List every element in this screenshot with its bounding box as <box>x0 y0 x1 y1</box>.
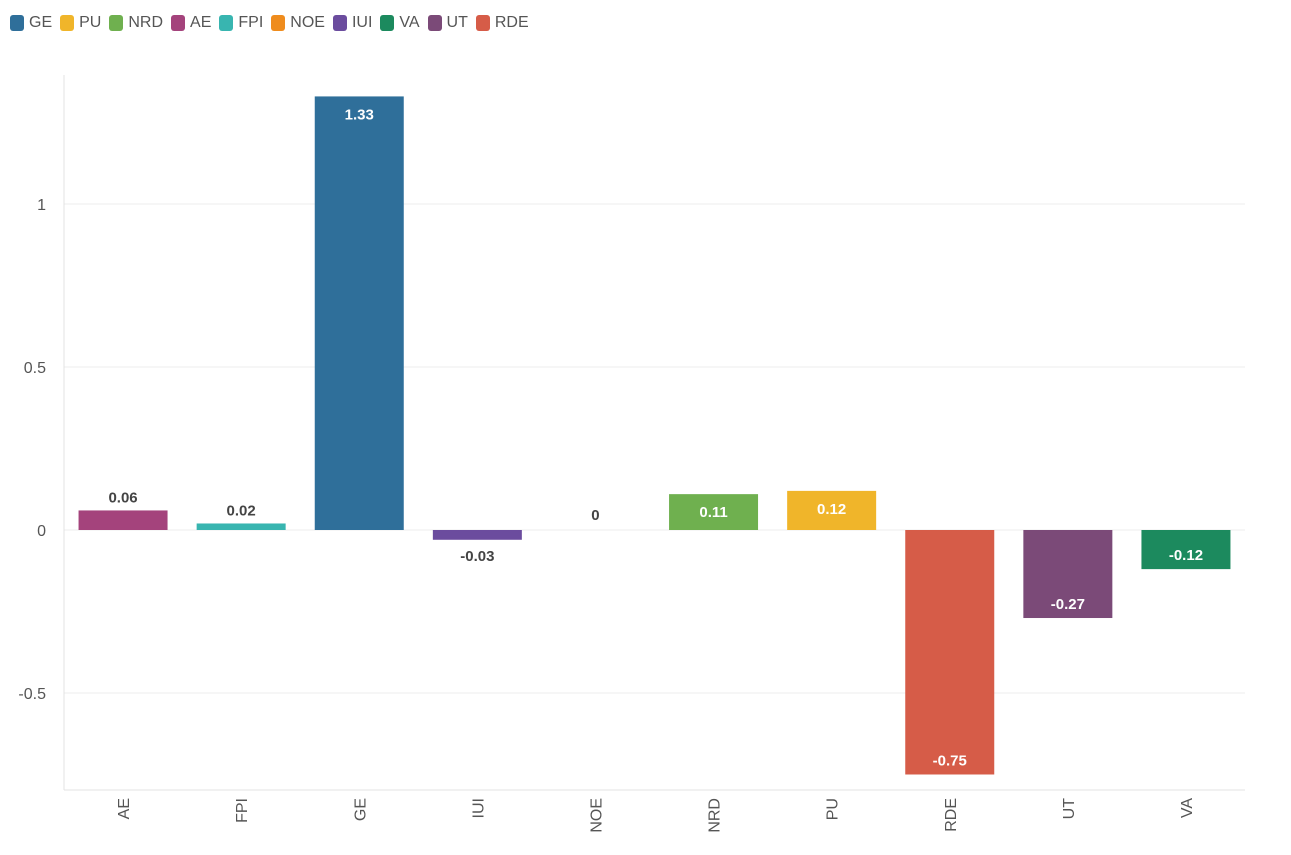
legend-item-ut[interactable]: UT <box>427 14 468 32</box>
bar-value-label: 0.11 <box>699 504 727 521</box>
x-category-labels: AE FPI GE IUI NOE NRD PU RDE UT VA <box>116 798 1196 833</box>
bar-ge[interactable] <box>314 96 404 531</box>
chart-legend: GE PU NRD AE FPI NOE IUI VA UT RDE <box>10 10 529 36</box>
legend-item-pu[interactable]: PU <box>60 14 101 32</box>
legend-label: IUI <box>351 14 373 31</box>
legend-item-noe[interactable]: NOE <box>271 14 325 32</box>
legend-label: AE <box>190 14 212 31</box>
bar-value-label: 0.06 <box>108 489 137 506</box>
bars <box>78 96 1231 775</box>
axes <box>63 75 1245 791</box>
legend-item-ae[interactable]: AE <box>171 14 211 32</box>
x-category-label: AE <box>116 798 133 819</box>
x-category-label: RDE <box>943 798 960 832</box>
x-category-label: NRD <box>707 798 724 833</box>
bar-rde[interactable] <box>905 530 995 775</box>
legend-label: NOE <box>290 14 325 31</box>
legend-item-iui[interactable]: IUI <box>332 14 373 32</box>
x-category-label: NOE <box>588 798 605 833</box>
bar-value-label: -0.75 <box>933 753 967 770</box>
legend-swatch <box>380 15 395 31</box>
legend-item-fpi[interactable]: FPI <box>219 14 263 32</box>
legend-swatch <box>171 15 186 31</box>
y-tick-label: 0 <box>37 523 46 540</box>
bar-value-label: 0.02 <box>227 502 256 519</box>
legend-label: FPI <box>238 14 264 31</box>
bar-nrd[interactable] <box>669 494 759 530</box>
x-category-label: GE <box>352 798 369 821</box>
bar-iui[interactable] <box>432 530 522 540</box>
legend-item-rde[interactable]: RDE <box>475 14 529 32</box>
legend-label: RDE <box>494 14 529 31</box>
legend-label: VA <box>399 14 420 31</box>
x-category-label: PU <box>825 798 842 820</box>
legend-swatch <box>271 15 286 31</box>
y-tick-label: 1 <box>37 197 46 214</box>
legend-swatch <box>475 15 490 31</box>
bar-pu[interactable] <box>787 490 877 530</box>
legend-item-va[interactable]: VA <box>380 14 420 32</box>
x-category-label: VA <box>1179 798 1196 818</box>
x-category-label: IUI <box>470 798 487 818</box>
bar-value-label: -0.03 <box>460 548 494 565</box>
bar-ae[interactable] <box>78 510 168 530</box>
bar-va[interactable] <box>1141 530 1231 570</box>
y-tick-labels: -0.5 0 0.5 1 <box>18 197 46 703</box>
bar-value-label: 0 <box>591 507 599 524</box>
legend-label: UT <box>446 14 468 31</box>
bar-value-label: 0.12 <box>817 501 846 518</box>
bar-ut[interactable] <box>1023 530 1113 619</box>
legend-swatch <box>219 15 234 31</box>
gridlines <box>64 203 1245 694</box>
value-labels: 0.06 0.02 1.33 -0.03 0 0.11 0.12 -0.75 -0.27 -0.1… <box>108 106 1203 769</box>
legend-item-ge[interactable]: GE <box>10 14 52 32</box>
legend-item-nrd[interactable]: NRD <box>109 14 163 32</box>
bar-value-label: -0.27 <box>1051 596 1085 613</box>
legend-label: NRD <box>128 14 164 31</box>
legend-swatch <box>10 15 24 31</box>
x-category-label: FPI <box>234 798 251 823</box>
legend-label: GE <box>29 14 53 31</box>
bar-value-label: 1.33 <box>345 106 374 123</box>
bar-fpi[interactable] <box>196 523 286 530</box>
bar-value-label: -0.12 <box>1169 547 1203 564</box>
legend-label: PU <box>79 14 102 31</box>
x-category-label: UT <box>1061 798 1078 820</box>
y-tick-label: 0.5 <box>24 360 46 377</box>
legend-swatch <box>109 15 124 31</box>
legend-swatch <box>60 15 75 31</box>
y-tick-label: -0.5 <box>18 686 46 703</box>
legend-swatch <box>427 15 442 31</box>
legend-swatch <box>332 15 347 31</box>
